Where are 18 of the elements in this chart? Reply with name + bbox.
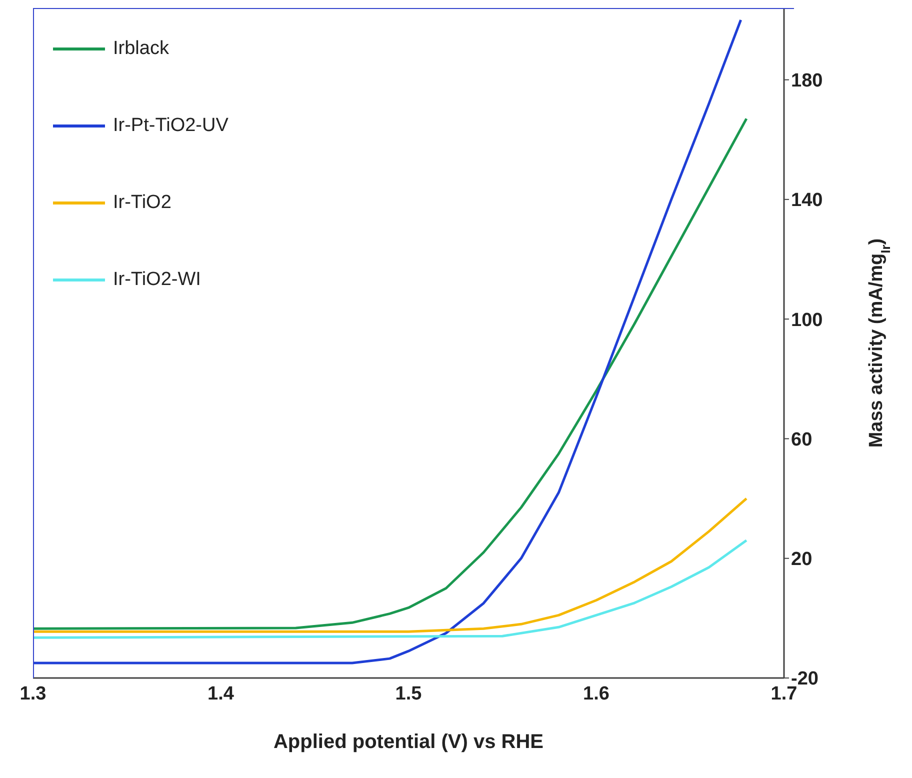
- y-tick-label: 180: [791, 70, 823, 92]
- x-tick-label: 1.5: [395, 683, 422, 704]
- y-tick-label: 60: [791, 429, 812, 450]
- legend-label: Ir-TiO2: [113, 192, 172, 214]
- x-tick-label: 1.6: [583, 683, 610, 704]
- y-tick-label: 140: [791, 190, 823, 212]
- x-tick-label: 1.3: [20, 683, 46, 704]
- legend-label: Ir-TiO2-WI: [113, 268, 201, 290]
- line-series: [33, 497, 748, 633]
- y-tick-label: 100: [791, 310, 823, 331]
- x-tick-label: 1.7: [770, 683, 798, 704]
- legend-label: Ir-Pt-TiO2-UV: [113, 114, 228, 136]
- x-tick-label: 1.4: [208, 683, 234, 704]
- x-axis-title: Applied potential (V) vs RHE: [273, 731, 544, 753]
- line-series: [33, 539, 748, 639]
- line-series: [33, 117, 748, 630]
- y-tick-label: 20: [791, 549, 812, 570]
- legend-label: Irblack: [113, 38, 169, 60]
